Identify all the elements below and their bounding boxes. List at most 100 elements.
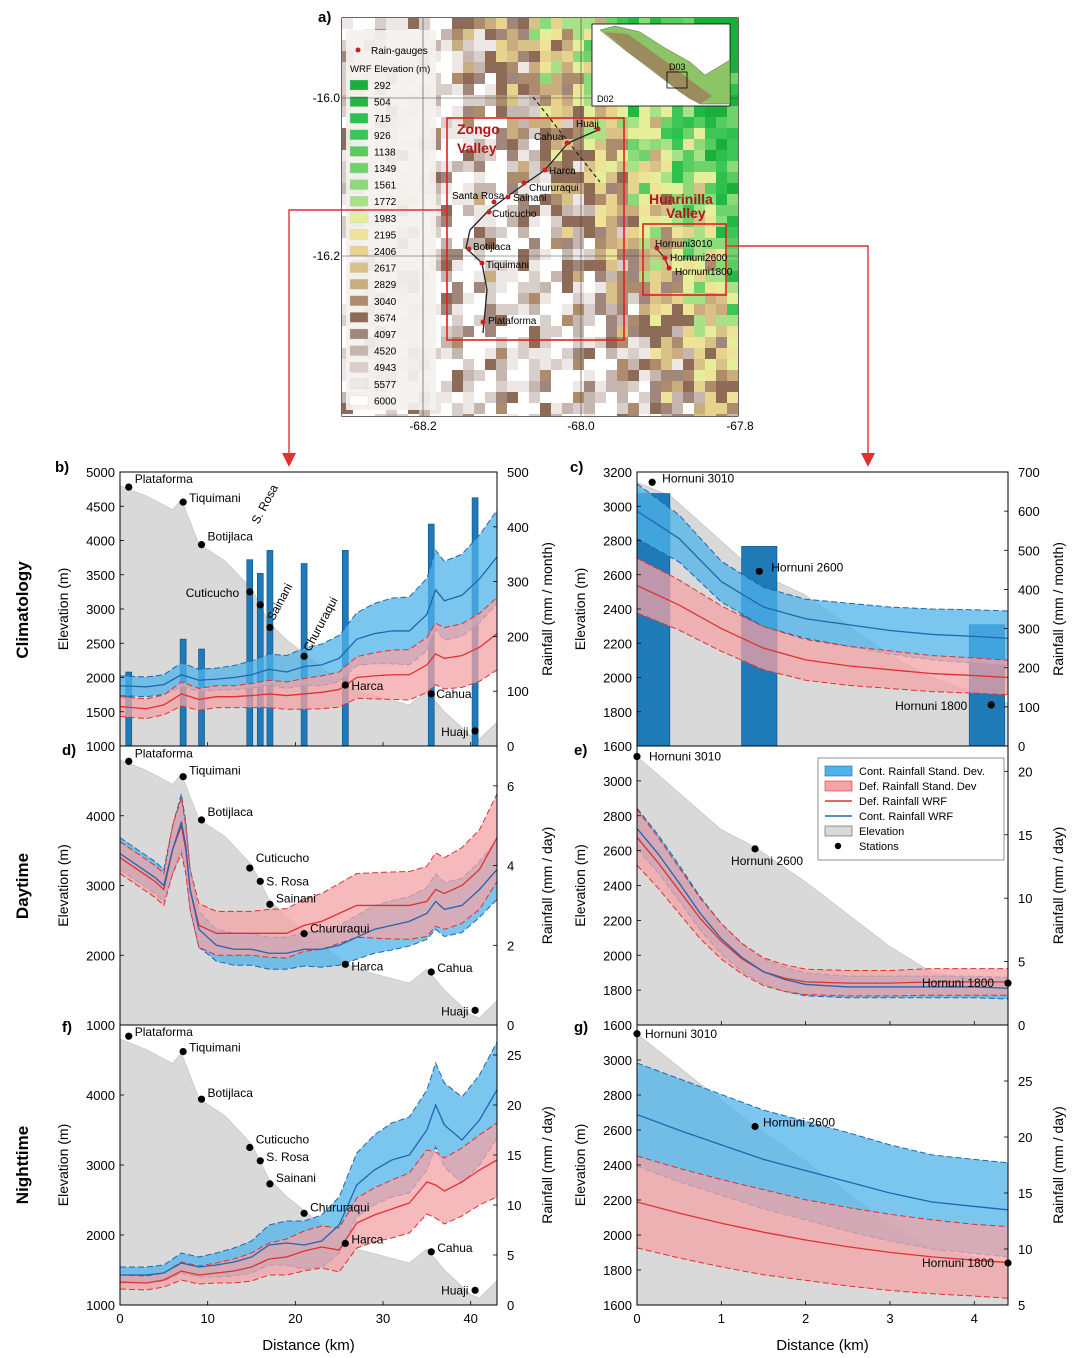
- terrain-cell: [540, 249, 551, 260]
- terrain-cell: [639, 260, 650, 271]
- def-rainfall-upper-bound: [637, 1155, 1008, 1228]
- terrain-cell: [562, 414, 573, 416]
- left-tick-label: 1000: [86, 1018, 115, 1033]
- terrain-cell: [463, 414, 474, 416]
- terrain-cell: [672, 359, 683, 370]
- terrain-cell: [529, 381, 540, 392]
- terrain-cell: [683, 161, 694, 172]
- station-label: Botijlaca: [208, 805, 254, 819]
- arrow-to-panel-c: [726, 245, 875, 467]
- left-axis-title: Elevation (m): [55, 1124, 71, 1206]
- rain-gauge-label: Hornuni3010: [655, 239, 713, 250]
- terrain-cell: [485, 414, 496, 416]
- terrain-cell: [694, 293, 705, 304]
- terrain-cell: [683, 183, 694, 194]
- rain-gauge-marker: [466, 246, 472, 252]
- terrain-cell: [705, 150, 716, 161]
- terrain-cell: [705, 348, 716, 359]
- terrain-cell: [441, 337, 452, 348]
- terrain-cell: [551, 392, 562, 403]
- terrain-cell: [617, 414, 628, 416]
- elevation-level-label: 3674: [374, 313, 397, 324]
- elevation-swatch: [349, 395, 369, 406]
- terrain-cell: [650, 293, 661, 304]
- elevation-level-label: 926: [374, 131, 391, 142]
- terrain-cell: [551, 370, 562, 381]
- left-tick-label: 2000: [603, 671, 632, 686]
- right-tick-label: 100: [507, 684, 529, 699]
- zongo-valley-label: Zongo: [457, 121, 500, 137]
- terrain-cell: [705, 271, 716, 282]
- terrain-cell: [474, 414, 485, 416]
- terrain-cell: [540, 139, 551, 150]
- terrain-cell: [716, 414, 727, 416]
- station-label: Hornuni 3010: [662, 471, 734, 485]
- station-marker: [300, 930, 308, 938]
- def-rainfall-lower-bound: [637, 612, 1008, 696]
- terrain-cell: [507, 414, 518, 416]
- terrain-cell: [628, 381, 639, 392]
- terrain-cell: [661, 18, 672, 29]
- left-tick-label: 4000: [86, 809, 115, 824]
- rain-gauge-label: Plataforma: [488, 316, 537, 327]
- terrain-cell: [606, 337, 617, 348]
- terrain-cell: [386, 414, 397, 416]
- terrain-cell: [595, 260, 606, 271]
- terrain-cell: [606, 205, 617, 216]
- terrain-cell: [540, 40, 551, 51]
- terrain-cell: [606, 326, 617, 337]
- terrain-cell: [705, 326, 716, 337]
- terrain-cell: [672, 249, 683, 260]
- terrain-cell: [496, 161, 507, 172]
- terrain-cell: [562, 403, 573, 414]
- left-tick-label: 2600: [603, 568, 632, 583]
- station-marker: [471, 1286, 479, 1294]
- terrain-cell: [474, 315, 485, 326]
- terrain-cell: [496, 282, 507, 293]
- terrain-cell: [430, 414, 441, 416]
- terrain-cell: [529, 293, 540, 304]
- terrain-cell: [661, 293, 672, 304]
- terrain-cell: [474, 216, 485, 227]
- terrain-cell: [650, 249, 661, 260]
- terrain-cell: [584, 62, 595, 73]
- terrain-cell: [672, 161, 683, 172]
- terrain-cell: [584, 150, 595, 161]
- chart-panel-d: Plataforma Tiquimani Botijlaca Cuticucho S. …: [55, 742, 555, 1033]
- terrain-cell: [441, 95, 452, 106]
- terrain-cell: [617, 150, 628, 161]
- station-marker: [648, 478, 656, 486]
- legend-swatch: [824, 825, 853, 837]
- terrain-cell: [485, 304, 496, 315]
- terrain-cell: [639, 139, 650, 150]
- terrain-cell: [716, 194, 727, 205]
- terrain-cell: [705, 304, 716, 315]
- terrain-cell: [529, 359, 540, 370]
- station-label: S. Rosa: [266, 1150, 309, 1164]
- terrain-cell: [705, 117, 716, 128]
- terrain-cell: [595, 238, 606, 249]
- terrain-cell: [584, 249, 595, 260]
- terrain-cell: [716, 183, 727, 194]
- map-legend: Rain-gauges WRF Elevation (m) 292 504 715 926…: [346, 30, 436, 410]
- terrain-cell: [683, 139, 694, 150]
- terrain-cell: [485, 73, 496, 84]
- terrain-cell: [606, 172, 617, 183]
- terrain-cell: [595, 337, 606, 348]
- left-tick-label: 3000: [603, 499, 632, 514]
- terrain-cell: [606, 403, 617, 414]
- terrain-cell: [507, 95, 518, 106]
- terrain-cell: [650, 271, 661, 282]
- terrain-cell: [562, 205, 573, 216]
- terrain-cell: [727, 161, 738, 172]
- terrain-cell: [551, 106, 562, 117]
- terrain-cell: [694, 18, 705, 29]
- terrain-cell: [628, 392, 639, 403]
- terrain-cell: [672, 172, 683, 183]
- terrain-cell: [584, 271, 595, 282]
- terrain-cell: [595, 227, 606, 238]
- terrain-cell: [716, 293, 727, 304]
- terrain-cell: [562, 194, 573, 205]
- terrain-cell: [540, 95, 551, 106]
- terrain-cell: [507, 293, 518, 304]
